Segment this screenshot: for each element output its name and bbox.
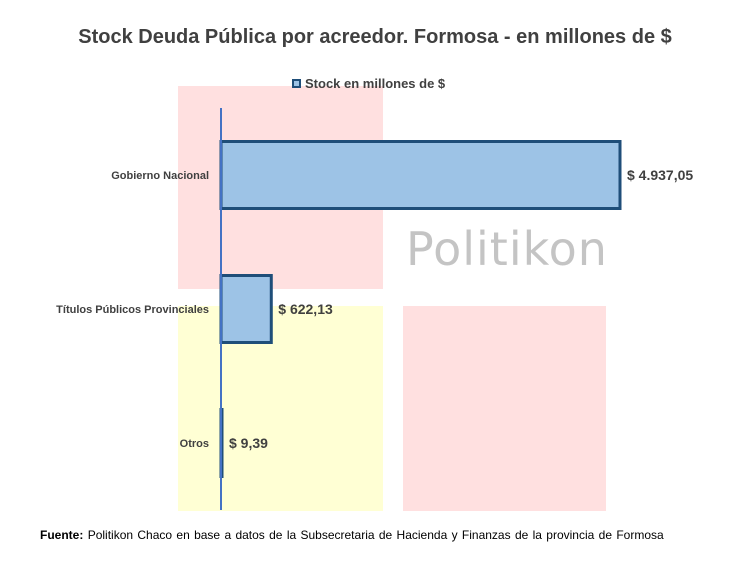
legend-swatch	[292, 79, 301, 88]
source-note: Fuente: Politikon Chaco en base a datos …	[40, 528, 664, 542]
logo-block-bottom-right	[403, 306, 606, 511]
legend-label: Stock en millones de $	[305, 76, 446, 91]
chart-title: Stock Deuda Pública por acreedor. Formos…	[78, 26, 672, 48]
value-label-1: $ 622,13	[278, 301, 333, 317]
source-text: Politikon Chaco en base a datos de la Su…	[87, 528, 664, 542]
value-label-0: $ 4.937,05	[627, 167, 693, 183]
bar-0	[219, 140, 622, 210]
source-label: Fuente:	[40, 528, 84, 542]
category-label-0: Gobierno Nacional	[111, 170, 209, 182]
value-label-2: $ 9,39	[229, 435, 268, 451]
watermark: Politikon	[406, 222, 608, 276]
legend: Stock en millones de $	[292, 76, 445, 91]
bar-1	[219, 274, 273, 344]
logo-block-bottom-left	[178, 306, 383, 511]
category-label-2: Otros	[180, 438, 209, 450]
category-label-1: Títulos Públicos Provinciales	[56, 304, 209, 316]
